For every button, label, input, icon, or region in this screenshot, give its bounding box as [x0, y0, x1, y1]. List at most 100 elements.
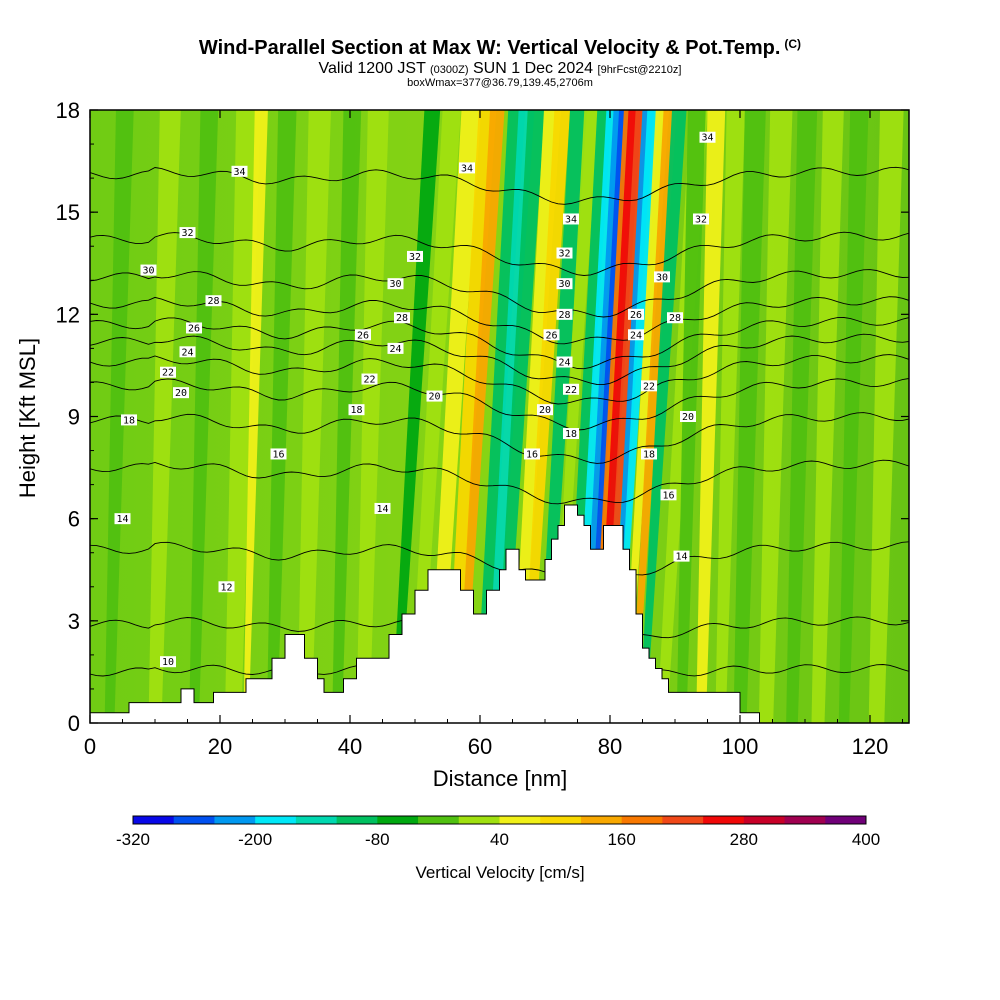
colorbar-swatch — [784, 816, 826, 824]
isentrope-label: 32 — [407, 250, 423, 263]
velocity-plume — [104, 110, 134, 723]
svg-text:16: 16 — [272, 449, 284, 460]
svg-text:30: 30 — [558, 279, 570, 290]
copyright-mark: (C) — [784, 37, 802, 51]
x-tick-label: 120 — [852, 734, 889, 759]
isentrope-label: 32 — [693, 213, 709, 225]
y-axis-label: Height [Kft MSL] — [15, 337, 40, 499]
colorbar-tick-label: 400 — [852, 830, 880, 849]
isentrope-line — [90, 354, 909, 405]
svg-text:18: 18 — [565, 429, 577, 440]
isentrope-label: 26 — [543, 329, 560, 341]
isentrope-label: 30 — [556, 278, 573, 290]
svg-text:10: 10 — [162, 657, 174, 668]
isentrope-label: 24 — [179, 346, 196, 358]
velocity-plume — [811, 110, 844, 723]
x-tick-label: 60 — [468, 734, 492, 759]
svg-text:28: 28 — [207, 296, 219, 307]
isentrope-label: 34 — [231, 165, 248, 178]
isentrope-label: 14 — [374, 502, 391, 515]
isentrope-label: 34 — [699, 131, 716, 144]
valid-date: SUN 1 Dec 2024 — [473, 60, 594, 77]
isentrope-label: 26 — [628, 308, 644, 321]
isentrope-label: 10 — [160, 656, 176, 668]
x-tick-label: 80 — [598, 734, 622, 759]
isentrope-label: 22 — [641, 380, 657, 392]
isentrope-label: 16 — [524, 448, 540, 460]
svg-text:26: 26 — [188, 323, 200, 334]
svg-text:12: 12 — [220, 582, 232, 593]
velocity-plume — [838, 110, 869, 723]
colorbar-swatch — [703, 816, 745, 824]
y-axis: 0 3 6 9 12 15 18 — [56, 98, 909, 736]
isentrope-line — [90, 333, 909, 386]
y-tick-label: 3 — [68, 609, 80, 634]
isentrope-label: 26 — [355, 329, 371, 341]
theta-isentropes — [90, 166, 909, 681]
x-axis: 0 20 40 60 80 100 120 — [84, 110, 903, 759]
colorbar-swatch — [580, 816, 623, 824]
isentrope-label: 34 — [459, 162, 475, 174]
svg-text:26: 26 — [630, 310, 642, 321]
isentrope-label: 18 — [121, 414, 137, 426]
forecast-info: [9hrFcst@2210z] — [597, 64, 682, 76]
isentrope-line — [90, 269, 909, 318]
velocity-plume — [224, 110, 261, 723]
isentrope-label: 24 — [387, 342, 404, 355]
colorbar-swatch — [662, 816, 704, 824]
valid-time: Valid 1200 JST — [318, 60, 426, 77]
svg-text:18: 18 — [643, 449, 655, 460]
svg-text:14: 14 — [116, 514, 128, 525]
colorbar-tick-label: 160 — [607, 830, 635, 849]
colorbar-swatch — [295, 816, 338, 824]
colorbar-label: Vertical Velocity [cm/s] — [415, 863, 585, 882]
isentrope-label: 28 — [394, 312, 410, 324]
isentrope-label: 22 — [361, 373, 378, 386]
isentrope-line — [90, 231, 909, 276]
velocity-plume — [243, 110, 268, 723]
velocity-plume — [696, 110, 726, 723]
colorbar: -320 -200 -80 40 160 280 400 — [116, 815, 880, 849]
isentrope-line — [90, 296, 909, 345]
colorbar-swatch — [173, 816, 215, 824]
svg-text:20: 20 — [682, 412, 694, 423]
svg-text:34: 34 — [461, 163, 473, 174]
velocity-plume — [148, 110, 181, 723]
isentrope-label: 30 — [140, 264, 157, 277]
colorbar-tick-label: 280 — [730, 830, 758, 849]
svg-text:28: 28 — [558, 310, 570, 321]
svg-text:20: 20 — [539, 405, 551, 416]
isentrope-label: 20 — [426, 390, 443, 403]
x-tick-label: 40 — [338, 734, 362, 759]
svg-text:32: 32 — [695, 214, 707, 225]
svg-text:24: 24 — [558, 358, 570, 369]
colorbar-swatch — [499, 816, 541, 824]
colorbar-swatch — [214, 816, 256, 824]
velocity-plume — [868, 110, 904, 723]
x-tick-label: 20 — [208, 734, 232, 759]
svg-text:18: 18 — [350, 405, 362, 416]
svg-text:30: 30 — [389, 279, 401, 290]
svg-text:18: 18 — [123, 415, 135, 426]
terrain-mask — [90, 504, 909, 723]
chart-title: Wind-Parallel Section at Max W: Vertical… — [0, 37, 1000, 60]
isentrope-label: 14 — [673, 550, 690, 563]
svg-text:26: 26 — [357, 330, 369, 341]
svg-text:22: 22 — [162, 368, 174, 379]
colorbar-tick-label: -80 — [365, 830, 390, 849]
x-axis-label: Distance [nm] — [432, 766, 568, 791]
chart-note: boxWmax=377@36.79,139.45,2706m — [407, 77, 593, 89]
svg-text:14: 14 — [675, 552, 687, 563]
colorbar-swatch — [377, 816, 419, 824]
svg-text:30: 30 — [656, 272, 668, 283]
velocity-plume — [715, 110, 746, 723]
isentrope-label: 12 — [218, 581, 235, 593]
svg-text:24: 24 — [389, 344, 401, 355]
svg-text:24: 24 — [181, 347, 193, 358]
svg-text:34: 34 — [565, 214, 577, 225]
colorbar-tick-label: 40 — [490, 830, 509, 849]
colorbar-swatch — [133, 816, 175, 824]
isentrope-label: 18 — [348, 404, 365, 416]
velocity-plume — [639, 110, 687, 723]
